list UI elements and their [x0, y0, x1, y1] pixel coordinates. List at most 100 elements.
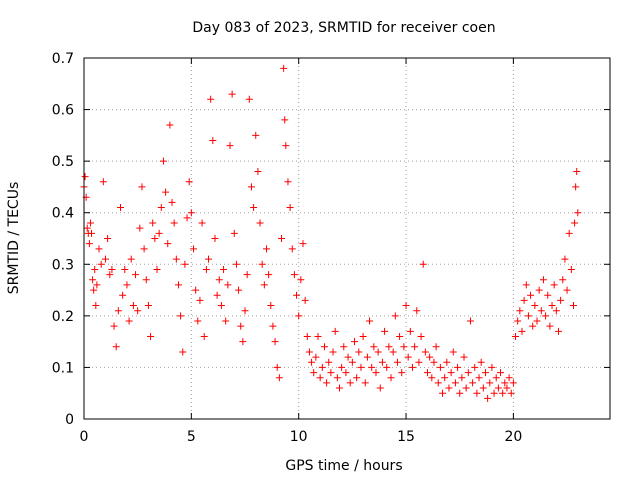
data-point: [288, 245, 296, 253]
data-point: [396, 332, 404, 340]
data-point: [359, 332, 367, 340]
data-point: [400, 343, 408, 351]
data-point: [454, 363, 462, 371]
x-tick-label: 15: [397, 429, 415, 445]
data-point: [83, 224, 91, 232]
data-point: [342, 369, 350, 377]
data-point: [370, 343, 378, 351]
data-point: [447, 369, 455, 377]
data-point: [368, 363, 376, 371]
data-point: [443, 358, 451, 366]
data-point: [179, 348, 187, 356]
data-point: [559, 276, 567, 284]
data-point: [281, 116, 289, 124]
data-point: [220, 265, 228, 273]
data-point: [404, 353, 412, 361]
y-tick-label: 0.7: [52, 51, 74, 67]
data-point: [222, 317, 230, 325]
data-point: [570, 302, 578, 310]
data-point: [567, 265, 575, 273]
data-point: [486, 379, 494, 387]
data-point: [301, 296, 309, 304]
data-point: [286, 204, 294, 212]
data-point: [200, 332, 208, 340]
data-point: [439, 389, 447, 397]
data-point: [235, 286, 243, 294]
data-point: [492, 374, 500, 382]
data-point: [104, 235, 112, 242]
data-point: [574, 209, 582, 217]
data-point: [267, 302, 275, 310]
data-point: [312, 353, 320, 361]
data-point: [226, 142, 234, 150]
data-point: [494, 384, 502, 392]
data-point: [273, 363, 281, 371]
data-point: [297, 276, 305, 284]
data-point: [424, 369, 432, 377]
data-point: [215, 276, 223, 284]
data-point: [211, 235, 219, 242]
data-point: [110, 322, 118, 330]
data-point: [458, 374, 466, 382]
data-point: [488, 363, 496, 371]
axes: 0 0.1 0.2 0.3 0.4 0.5 0.6 0.7 0 5 10 15 20: [52, 51, 611, 445]
data-point: [282, 142, 290, 150]
data-point: [385, 343, 393, 351]
data-point: [138, 183, 146, 191]
data-point: [183, 214, 191, 222]
data-point: [213, 291, 221, 299]
data-point: [157, 204, 165, 212]
data-point: [524, 312, 532, 320]
data-point: [97, 260, 105, 268]
data-point: [228, 90, 236, 98]
data-point: [299, 240, 307, 248]
data-point: [533, 317, 541, 325]
data-point: [106, 271, 114, 279]
data-point: [142, 276, 150, 284]
data-point: [441, 374, 449, 382]
data-point: [318, 363, 326, 371]
data-point: [481, 369, 489, 377]
data-point: [323, 379, 331, 387]
data-point: [310, 369, 318, 377]
data-point: [383, 363, 391, 371]
data-point: [252, 131, 260, 139]
data-point: [366, 317, 374, 325]
data-point: [320, 343, 328, 351]
data-point: [537, 307, 545, 315]
data-point: [262, 245, 270, 253]
data-point: [250, 204, 258, 212]
data-point: [293, 291, 301, 299]
data-point: [181, 260, 189, 268]
data-point: [92, 302, 100, 310]
data-point: [554, 327, 562, 335]
data-point: [185, 178, 193, 186]
data-point: [112, 343, 120, 351]
data-point: [140, 245, 148, 253]
x-axis-label: GPS time / hours: [285, 458, 402, 474]
data-point: [415, 358, 423, 366]
y-tick-label: 0.3: [52, 257, 74, 273]
data-point: [99, 178, 107, 186]
data-point: [168, 198, 176, 206]
data-point: [194, 317, 202, 325]
data-point: [305, 348, 313, 356]
data-point: [456, 389, 464, 397]
data-point: [527, 291, 535, 299]
data-point: [325, 358, 333, 366]
data-point: [544, 291, 552, 299]
data-point: [232, 260, 240, 268]
data-point: [426, 353, 434, 361]
data-point: [550, 281, 558, 289]
data-point: [207, 95, 215, 103]
data-point: [518, 327, 526, 335]
x-tick-label: 10: [290, 429, 308, 445]
data-point: [314, 332, 322, 340]
data-point: [398, 369, 406, 377]
data-point: [247, 183, 255, 191]
data-point: [348, 358, 356, 366]
x-tick-label: 0: [80, 429, 89, 445]
data-point: [529, 322, 537, 330]
data-point: [355, 348, 363, 356]
